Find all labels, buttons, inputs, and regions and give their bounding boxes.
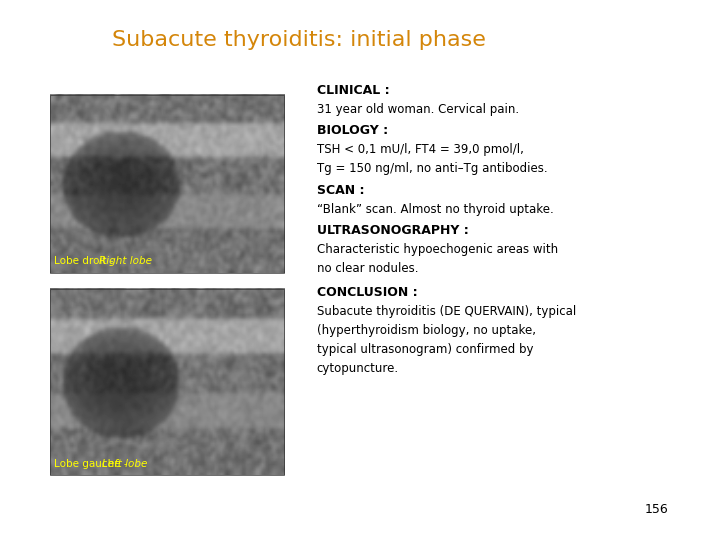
Text: (hyperthyroidism biology, no uptake,: (hyperthyroidism biology, no uptake, [317,324,536,337]
Bar [50,94,284,273]
Text: Subacute thyroiditis: initial phase: Subacute thyroiditis: initial phase [112,30,485,50]
Text: CLINICAL :: CLINICAL : [317,84,390,97]
Text: Left lobe: Left lobe [102,458,148,469]
Text: 156: 156 [644,503,668,516]
Text: CONCLUSION :: CONCLUSION : [317,286,418,299]
Text: TSH < 0,1 mU/l, FT4 = 39,0 pmol/l,: TSH < 0,1 mU/l, FT4 = 39,0 pmol/l, [317,143,523,156]
Text: Right lobe: Right lobe [99,256,152,266]
Text: SCAN :: SCAN : [317,184,364,197]
Text: Tg = 150 ng/ml, no anti–Tg antibodies.: Tg = 150 ng/ml, no anti–Tg antibodies. [317,162,547,175]
Text: 31 year old woman. Cervical pain.: 31 year old woman. Cervical pain. [317,103,519,116]
Text: cytopuncture.: cytopuncture. [317,362,399,375]
Text: “Blank” scan. Almost no thyroid uptake.: “Blank” scan. Almost no thyroid uptake. [317,202,554,215]
Text: BIOLOGY :: BIOLOGY : [317,124,388,137]
Text: typical ultrasonogram) confirmed by: typical ultrasonogram) confirmed by [317,343,534,356]
Bar [50,289,284,475]
Text: Lobe droit -: Lobe droit - [54,256,117,266]
Text: Subacute thyroiditis (DE QUERVAIN), typical: Subacute thyroiditis (DE QUERVAIN), typi… [317,305,576,318]
Text: ULTRASONOGRAPHY :: ULTRASONOGRAPHY : [317,224,469,237]
Text: Characteristic hypoechogenic areas with: Characteristic hypoechogenic areas with [317,243,558,256]
Text: Lobe gauche -: Lobe gauche - [54,458,131,469]
Text: no clear nodules.: no clear nodules. [317,262,418,275]
